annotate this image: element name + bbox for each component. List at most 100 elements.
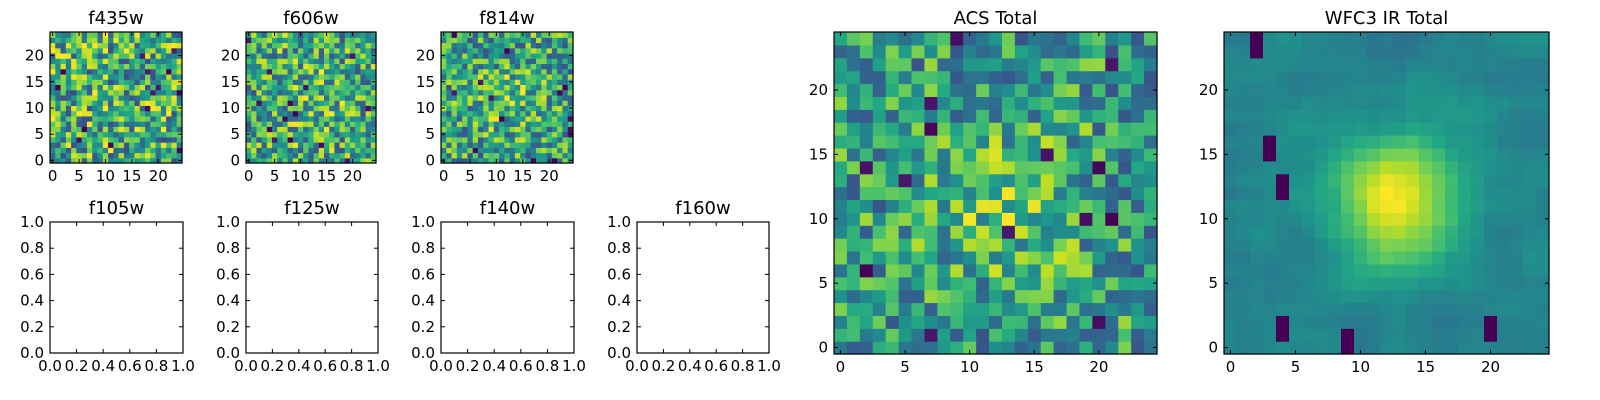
- heatmap-cell: [1328, 289, 1342, 304]
- heatmap-cell: [1250, 147, 1264, 162]
- heatmap-cell: [71, 121, 77, 127]
- heatmap-cell: [546, 79, 553, 85]
- heatmap-cell: [139, 100, 146, 106]
- heatmap-cell: [1406, 225, 1420, 239]
- heatmap-cell: [1302, 276, 1316, 291]
- heatmap-cell: [1406, 109, 1420, 123]
- heatmap-cell: [1393, 315, 1407, 329]
- heatmap-cell: [92, 37, 99, 44]
- heatmap-cell: [350, 63, 356, 70]
- heatmap-cell: [1263, 199, 1277, 213]
- heatmap-cell: [872, 122, 887, 136]
- heatmap-cell: [546, 131, 553, 138]
- heatmap-cell: [282, 136, 289, 143]
- heatmap-cell: [1224, 328, 1238, 342]
- heatmap-cell: [451, 126, 458, 133]
- heatmap-cell: [1263, 160, 1277, 175]
- heatmap-cell: [551, 110, 558, 117]
- heatmap-cell: [1523, 57, 1537, 72]
- heatmap-cell: [134, 58, 141, 65]
- heatmap-cell: [872, 186, 887, 201]
- heatmap-cell: [1536, 341, 1550, 355]
- heatmap-cell: [370, 142, 377, 148]
- heatmap-cell: [256, 94, 263, 101]
- heatmap-cell: [546, 142, 553, 148]
- heatmap-cell: [441, 110, 447, 117]
- heatmap-cell: [313, 126, 320, 133]
- heatmap-cell: [898, 302, 913, 316]
- heatmap-cell: [1497, 289, 1511, 304]
- heatmap-cell: [86, 89, 93, 96]
- heatmap-cell: [246, 115, 252, 122]
- heatmap-cell: [1001, 109, 1016, 123]
- heatmap-cell: [76, 58, 83, 65]
- heatmap-cell: [1289, 212, 1303, 226]
- heatmap-cell: [451, 37, 458, 44]
- heatmap-cell: [97, 73, 104, 80]
- heatmap-cell: [261, 147, 268, 154]
- heatmap-cell: [97, 42, 104, 49]
- heatmap-cell: [313, 42, 320, 49]
- heatmap-cell: [171, 157, 178, 164]
- heatmap-cell: [266, 100, 273, 106]
- heatmap-cell: [1393, 212, 1407, 226]
- heatmap-cell: [1393, 83, 1407, 97]
- heatmap-cell: [859, 186, 874, 201]
- heatmap-cell: [303, 136, 309, 143]
- heatmap-cell: [1276, 147, 1290, 162]
- heatmap-cell: [266, 105, 273, 112]
- heatmap-cell: [129, 58, 136, 65]
- heatmap-cell: [446, 115, 453, 122]
- heatmap-cell: [488, 100, 495, 106]
- heatmap-cell: [1445, 70, 1459, 85]
- heatmap-cell: [937, 315, 951, 329]
- heatmap-cell: [71, 52, 77, 59]
- heatmap-cell: [1328, 212, 1342, 226]
- heatmap-cell: [1341, 96, 1355, 110]
- heatmap-cell: [499, 115, 505, 122]
- heatmap-cell: [1118, 289, 1132, 304]
- heatmap-cell: [123, 115, 130, 122]
- heatmap-cell: [1053, 328, 1068, 342]
- heatmap-cell: [145, 84, 151, 91]
- heatmap-cell: [536, 68, 542, 75]
- heatmap-cell: [525, 52, 532, 59]
- axes-frame: [245, 221, 379, 354]
- heatmap-cell: [1237, 83, 1251, 97]
- heatmap-cell: [1250, 225, 1264, 239]
- heatmap-cell: [950, 70, 964, 85]
- heatmap-cell: [292, 52, 299, 59]
- heatmap-cell: [1014, 160, 1029, 175]
- heatmap-cell: [1079, 122, 1093, 136]
- heatmap-cell: [1471, 44, 1485, 59]
- heatmap-cell: [251, 94, 257, 101]
- heatmap-cell: [1523, 341, 1537, 355]
- heatmap-cell: [1027, 289, 1042, 304]
- heatmap-cell: [551, 121, 558, 127]
- heatmap-cell: [1289, 341, 1303, 355]
- heatmap-cell: [150, 136, 157, 143]
- heatmap-cell: [499, 47, 505, 54]
- heatmap-cell: [872, 32, 887, 46]
- heatmap-cell: [360, 68, 367, 75]
- heatmap-cell: [514, 100, 521, 106]
- heatmap-cell: [525, 115, 532, 122]
- heatmap-cell: [1118, 250, 1132, 265]
- heatmap-cell: [536, 100, 542, 106]
- heatmap-cell: [102, 79, 109, 85]
- heatmap-cell: [1445, 96, 1459, 110]
- heatmap-cell: [1027, 160, 1042, 175]
- heatmap-cell: [937, 328, 951, 342]
- heatmap-cell: [134, 52, 141, 59]
- heatmap-cell: [1393, 70, 1407, 85]
- heatmap-cell: [1445, 199, 1459, 213]
- heatmap-cell: [924, 289, 938, 304]
- heatmap-cell: [1484, 341, 1498, 355]
- heatmap-cell: [324, 100, 330, 106]
- heatmap-cell: [1354, 341, 1368, 355]
- heatmap-cell: [1144, 289, 1158, 304]
- heatmap-cell: [355, 94, 361, 101]
- heatmap-cell: [446, 152, 453, 159]
- heatmap-cell: [1419, 147, 1433, 162]
